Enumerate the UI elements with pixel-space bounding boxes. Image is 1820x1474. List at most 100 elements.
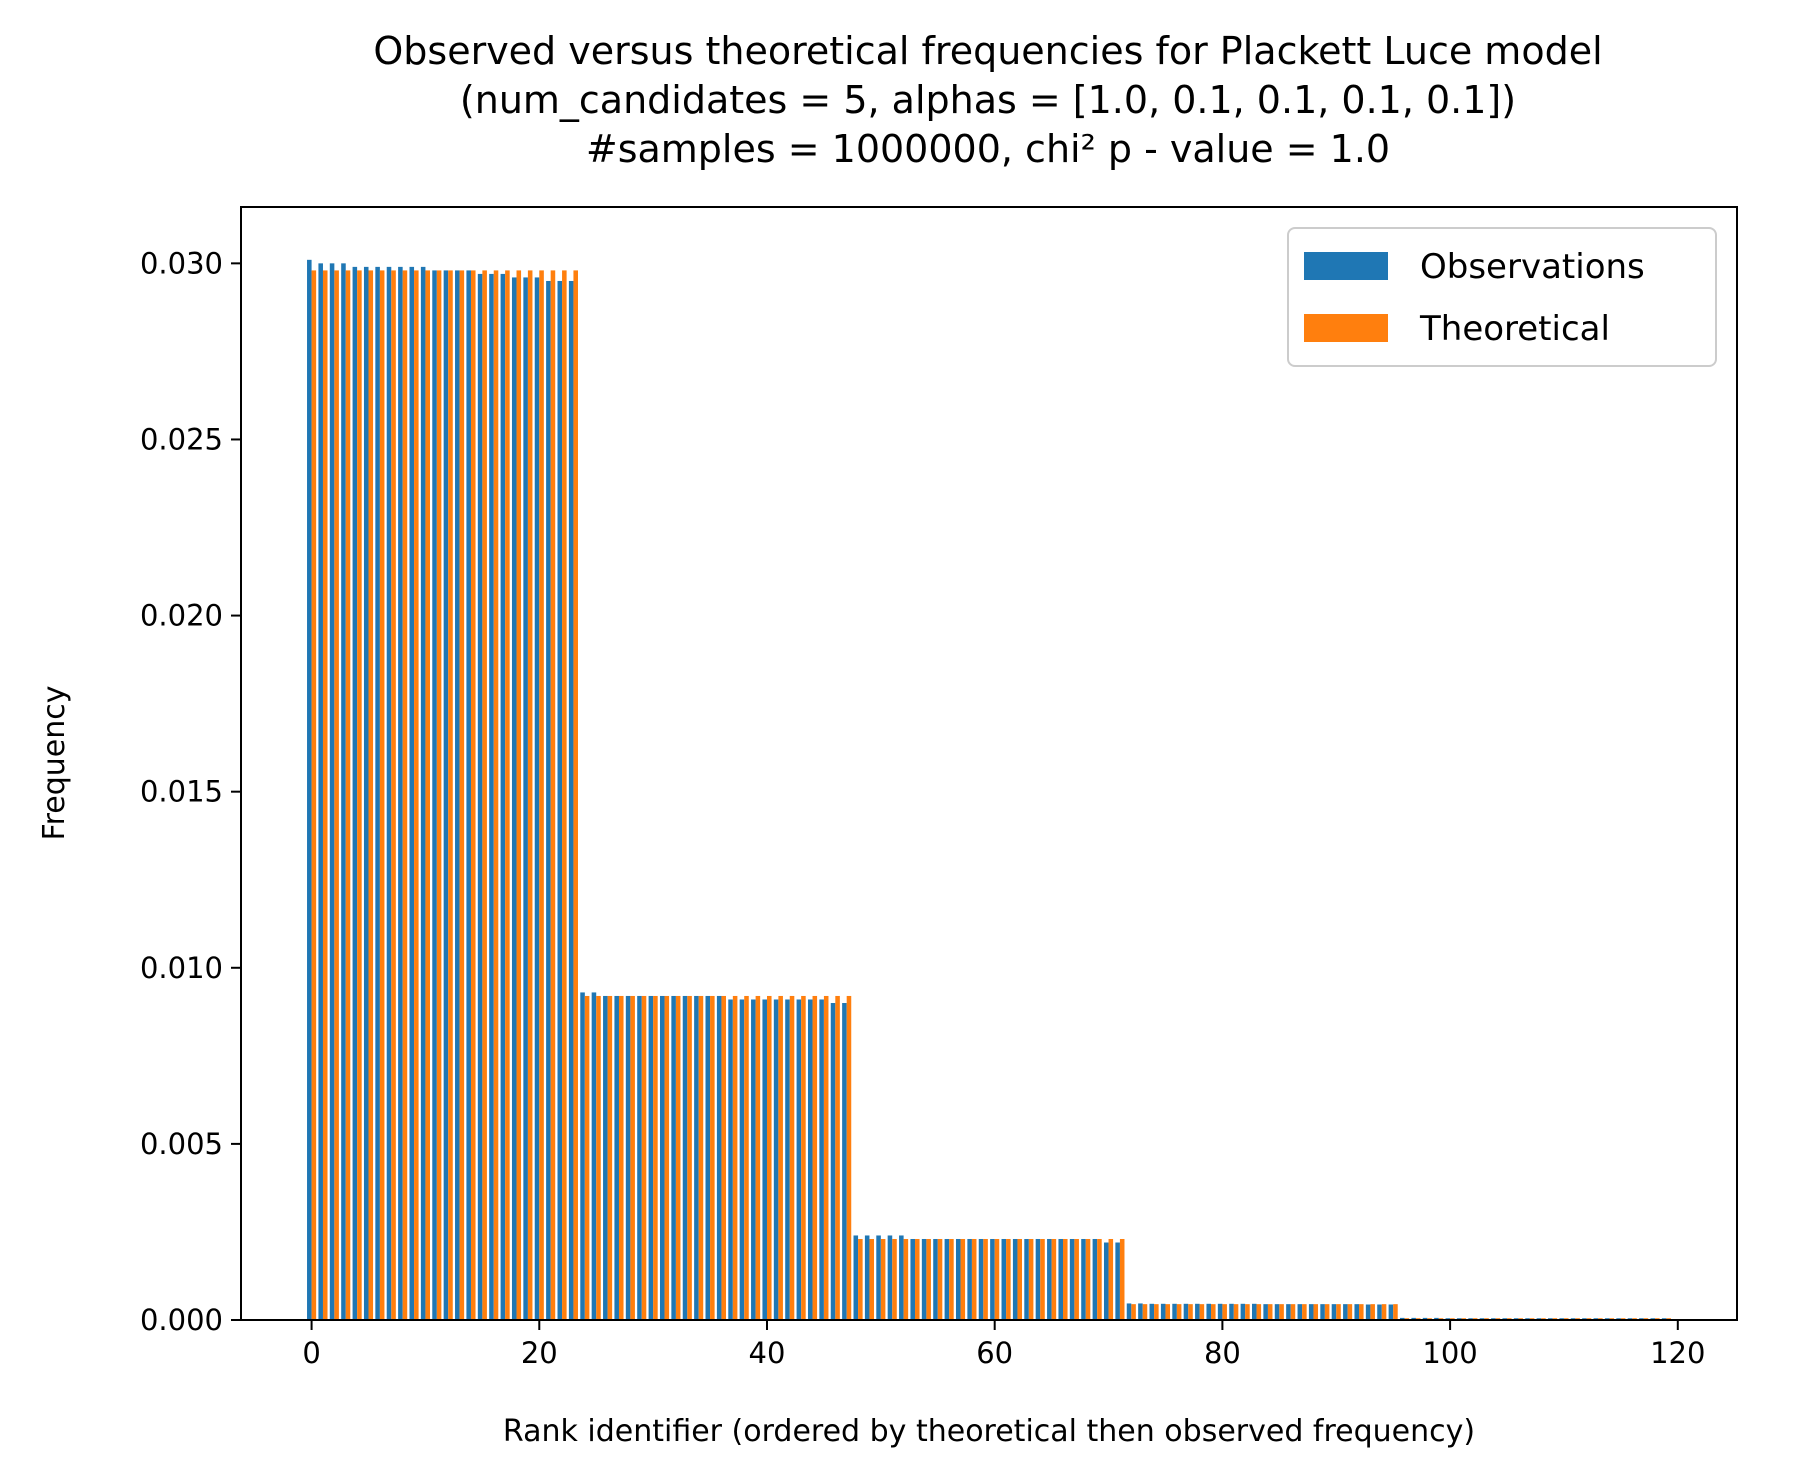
bar-theoretical-68 [1085,1238,1091,1320]
bar-observations-53 [910,1238,915,1320]
bar-observations-56 [944,1238,950,1320]
bar-observations-91 [1343,1304,1348,1320]
bar-theoretical-10 [425,270,430,1320]
y-tick-label: 0.020 [140,599,223,633]
bar-theoretical-81 [1233,1304,1239,1320]
bar-observations-3 [341,263,346,1321]
bar-theoretical-12 [448,270,453,1320]
bar-theoretical-78 [1199,1304,1205,1320]
bar-observations-14 [466,270,471,1320]
bar-observations-13 [455,270,460,1320]
bar-theoretical-63 [1028,1238,1034,1320]
bar-theoretical-93 [1370,1304,1375,1320]
y-tick-label: 0.000 [140,1303,223,1337]
bars-layer [307,259,1671,1321]
bar-theoretical-73 [1142,1304,1148,1320]
bar-observations-96 [1400,1317,1405,1320]
bar-theoretical-7 [391,270,396,1320]
x-tick-label: 60 [976,1336,1013,1370]
plot-frame [240,206,1738,1321]
bar-observations-33 [682,995,688,1320]
bar-observations-93 [1365,1304,1371,1320]
bar-theoretical-39 [755,995,761,1320]
legend-swatch-observations [1304,252,1388,280]
bar-observations-54 [921,1238,927,1320]
bar-theoretical-85 [1279,1304,1284,1320]
bar-observations-81 [1229,1303,1234,1320]
bar-observations-78 [1195,1303,1200,1320]
bar-observations-42 [785,999,790,1320]
bar-theoretical-9 [414,270,419,1320]
x-tick-label: 40 [749,1336,786,1370]
bar-observations-57 [955,1238,961,1320]
bar-observations-60 [990,1238,995,1320]
bar-theoretical-42 [789,995,795,1320]
bar-observations-21 [546,280,551,1321]
bar-theoretical-32 [675,995,681,1320]
bar-observations-30 [648,995,654,1320]
y-axis-label: Frequency [37,686,72,841]
bar-observations-26 [603,995,608,1320]
bar-theoretical-47 [846,995,852,1320]
bar-observations-15 [477,273,483,1320]
bar-observations-32 [671,995,676,1320]
y-tick-label: 0.030 [140,246,223,280]
y-tick-label: 0.005 [140,1127,223,1161]
bar-observations-73 [1138,1303,1143,1320]
bar-observations-40 [762,999,767,1320]
y-tick-label: 0.010 [140,951,223,985]
bar-theoretical-72 [1131,1304,1136,1320]
bar-theoretical-4 [357,270,362,1320]
bar-observations-52 [899,1235,904,1320]
bar-observations-92 [1354,1304,1360,1320]
bar-observations-37 [728,999,733,1320]
bar-theoretical-74 [1154,1304,1159,1320]
bar-theoretical-34 [698,995,704,1320]
bar-theoretical-48 [858,1238,863,1320]
legend: Observations Theoretical [1287,227,1717,367]
bar-observations-72 [1126,1303,1132,1320]
bar-observations-50 [876,1235,881,1320]
bar-observations-97 [1411,1317,1416,1320]
bar-theoretical-69 [1097,1238,1102,1320]
bar-theoretical-23 [573,270,578,1320]
bar-theoretical-76 [1176,1304,1182,1320]
bar-observations-94 [1377,1304,1382,1320]
bar-theoretical-49 [869,1238,875,1320]
bar-theoretical-35 [710,995,715,1320]
bar-theoretical-61 [1006,1238,1011,1320]
bar-observations-5 [363,266,369,1320]
legend-label-observations: Observations [1420,247,1645,287]
bar-theoretical-17 [505,270,510,1320]
bar-observations-44 [807,999,813,1320]
bar-observations-23 [568,280,574,1321]
bar-observations-4 [352,266,358,1320]
bar-theoretical-51 [892,1238,897,1320]
bar-observations-24 [580,992,585,1320]
bar-observations-6 [375,266,380,1320]
x-axis-ticks: 0 20 40 60 80 100 120 [302,1320,1705,1370]
bar-theoretical-37 [732,995,738,1320]
bar-observations-36 [716,995,722,1320]
bar-theoretical-77 [1188,1304,1193,1320]
chart-title: Observed versus theoretical frequencies … [373,29,1602,171]
bar-theoretical-53 [915,1238,920,1320]
bar-theoretical-43 [801,995,806,1320]
bar-theoretical-19 [527,270,533,1320]
bar-observations-34 [694,995,699,1320]
bar-theoretical-67 [1074,1238,1079,1320]
bar-observations-8 [398,266,403,1320]
x-tick-label: 100 [1422,1336,1477,1370]
legend-box [1287,227,1717,367]
bar-theoretical-80 [1222,1304,1227,1320]
bar-observations-17 [500,273,506,1320]
bar-theoretical-20 [539,270,544,1320]
bar-theoretical-11 [436,270,442,1320]
bar-theoretical-90 [1336,1304,1341,1320]
bar-observations-18 [511,277,517,1321]
y-axis-ticks: 0.000 0.005 0.010 0.015 0.020 0.025 0.030 [140,246,241,1337]
bar-observations-95 [1388,1304,1394,1320]
bar-theoretical-94 [1381,1304,1387,1320]
bar-theoretical-65 [1051,1238,1057,1320]
bar-theoretical-86 [1290,1304,1296,1320]
